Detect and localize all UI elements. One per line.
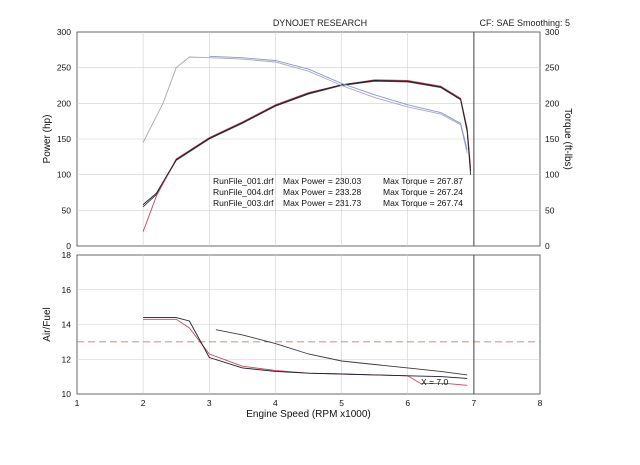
afr-curve-2 <box>143 318 468 386</box>
right-tick-label: 200 <box>545 98 559 108</box>
annotation-torque-2: Max Torque = 267.24 <box>383 187 463 197</box>
right-tick-label: 50 <box>545 205 555 215</box>
left-tick-label: 100 <box>57 170 71 180</box>
afr-curve-1 <box>215 329 468 376</box>
correction-factor-label: CF: SAE Smoothing: 5 <box>479 18 570 28</box>
annotation-power-2: Max Power = 233.28 <box>283 187 361 197</box>
afr-curve-3 <box>143 317 468 379</box>
left-tick-label: 0 <box>66 241 71 251</box>
power-curve-3 <box>142 80 472 205</box>
annotation-file-2: RunFile_004.drf <box>213 187 274 197</box>
rpm-tick-label: 2 <box>141 398 146 408</box>
torque-curve-4 <box>142 56 468 154</box>
right-tick-label: 150 <box>545 134 559 144</box>
afr-marker-label: X = 7.0 <box>421 377 448 387</box>
rpm-tick-label: 1 <box>75 398 80 408</box>
right-tick-label: 300 <box>545 27 559 37</box>
afr-tick-label: 12 <box>62 354 72 364</box>
power-curve-1 <box>142 80 472 208</box>
run-annotations: RunFile_001.drf Max Power = 230.03 Max T… <box>213 176 463 208</box>
torque-axis-label: Torque (ft-lbs) <box>562 108 573 170</box>
annotation-power-1: Max Power = 230.03 <box>283 176 361 186</box>
power-torque-plot: 0 0 50 50 100 100 150 150 200 200 250 250 300 300 Powe… <box>42 27 573 251</box>
annotation-torque-1: Max Torque = 267.87 <box>383 176 463 186</box>
annotation-torque-3: Max Torque = 267.74 <box>383 198 463 208</box>
rpm-tick-label: 5 <box>339 398 344 408</box>
left-tick-label: 200 <box>57 98 71 108</box>
torque-curve-5 <box>209 55 468 150</box>
rpm-axis-label: Engine Speed (RPM x1000) <box>246 409 371 420</box>
annotation-power-3: Max Power = 231.73 <box>283 198 361 208</box>
annotation-file-3: RunFile_003.drf <box>213 198 274 208</box>
left-tick-label: 300 <box>57 27 71 37</box>
afr-tick-label: 18 <box>62 250 72 260</box>
afr-tick-label: 14 <box>62 320 72 330</box>
afr-axis-label: Air/Fuel <box>42 307 53 341</box>
power-curve-2 <box>142 79 472 232</box>
power-axis-label: Power (hp) <box>42 115 53 164</box>
left-tick-label: 250 <box>57 63 71 73</box>
rpm-tick-label: 6 <box>405 398 410 408</box>
left-tick-label: 50 <box>62 205 72 215</box>
chart-title: DYNOJET RESEARCH <box>272 18 368 28</box>
rpm-tick-label: 8 <box>538 398 543 408</box>
right-tick-label: 0 <box>545 241 550 251</box>
right-tick-label: 100 <box>545 170 559 180</box>
rpm-tick-label: 4 <box>273 398 278 408</box>
annotation-file-1: RunFile_001.drf <box>213 176 274 186</box>
left-tick-label: 150 <box>57 134 71 144</box>
rpm-tick-label: 3 <box>207 398 212 408</box>
afr-tick-label: 16 <box>62 285 72 295</box>
rpm-tick-label: 7 <box>471 398 476 408</box>
right-tick-label: 250 <box>545 63 559 73</box>
afr-tick-label: 10 <box>62 389 72 399</box>
